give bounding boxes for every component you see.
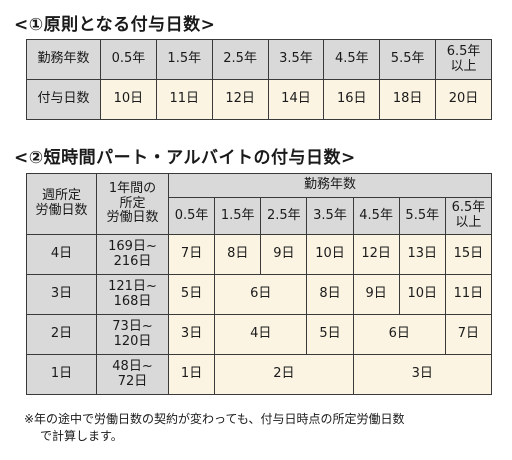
grant-cell: 3日 [167,314,216,355]
header-row-1: 週所定 労働日数 1年間の 所定 労働日数 勤務年数 [26,173,492,235]
col-header-years-group: 勤務年数 [168,173,492,198]
grant-cell: 10日 [398,274,446,315]
year-cell: 6.5年 以上 [444,197,493,235]
year-cell: 2.5年 [260,197,308,235]
footnote: ※年の途中で労働日数の契約が変わっても、付与日時点の所定労働日数 で計算します。 [24,411,498,445]
grant-cell: 8日 [306,274,354,315]
year-cell: 5.5年 [379,39,437,80]
table-row: 2日 73日~ 120日 3日 4日 5日 6日 7日 [26,314,493,355]
year-cell: 2.5年 [211,39,269,80]
grant-cell: 7日 [167,234,216,275]
row-header-days: 付与日数 [26,79,101,120]
annual-days-cell: 73日~ 120日 [96,314,169,355]
section1-heading: <①原則となる付与日数> [14,15,216,35]
year-cell: 5.5年 [398,197,446,235]
col-header-annual-days: 1年間の 所定 労働日数 [96,173,169,235]
base-grant-table: 勤務年数 0.5年 1.5年 2.5年 3.5年 4.5年 5.5年 6.5年以… [26,39,492,120]
days-cell: 10日 [100,79,157,120]
annual-days-cell: 48日~ 72日 [96,354,169,395]
grant-cell: 13日 [398,234,446,275]
year-cell: 0.5年 [167,197,216,235]
year-cell: 0.5年 [100,39,157,80]
year-cell: 3.5年 [267,39,325,80]
grant-cell: 15日 [444,234,493,275]
days-cell: 20日 [435,79,492,120]
annual-days-cell: 169日~ 216日 [96,234,169,275]
grant-cell: 8日 [214,234,262,275]
year-cell: 1.5年 [214,197,262,235]
grant-cell: 9日 [352,274,400,315]
footnote-line-1: ※年の途中で労働日数の契約が変わっても、付与日時点の所定労働日数 [24,412,405,426]
year-cell: 4.5年 [323,39,381,80]
days-row: 付与日数 10日 11日 12日 14日 16日 18日 20日 [26,79,492,120]
table-row: 1日 48日~ 72日 1日 2日 3日 [26,354,493,395]
year-cell: 6.5年 以上 [435,39,492,80]
part-time-grant-table: 週所定 労働日数 1年間の 所定 労働日数 勤務年数 0.5年 1.5年 2.5年 3… [26,173,493,395]
grant-cell: 10日 [306,234,354,275]
table-row: 4日 169日~ 216日 7日 8日 9日 10日 12日 13日 15日 [26,234,493,275]
days-cell: 11日 [155,79,213,120]
days-cell: 16日 [323,79,381,120]
grant-cell: 5日 [167,274,216,315]
section2-heading: <②短時間パート・アルバイトの付与日数> [14,148,356,168]
grant-cell: 9日 [260,234,308,275]
grant-cell: 2日 [214,354,354,395]
years-row: 勤務年数 0.5年 1.5年 2.5年 3.5年 4.5年 5.5年 6.5年以… [26,39,492,80]
weekly-days-cell: 1日 [26,354,97,395]
grant-cell: 5日 [306,314,354,355]
grant-cell: 6日 [214,274,308,315]
grant-cell: 12日 [352,234,400,275]
grant-cell: 1日 [167,354,216,395]
weekly-days-cell: 4日 [26,234,97,275]
grant-cell: 4日 [214,314,308,355]
year-cell: 1.5年 [155,39,213,80]
days-cell: 14日 [267,79,325,120]
weekly-days-cell: 2日 [26,314,97,355]
footnote-line-2: で計算します。 [40,429,123,443]
table-row: 3日 121日~ 168日 5日 6日 8日 9日 10日 11日 [26,274,493,315]
header-row-2: 0.5年 1.5年 2.5年 3.5年 4.5年 5.5年 6.5年 以上 [27,197,493,235]
year-cell: 3.5年 [306,197,354,235]
year-cell: 4.5年 [352,197,400,235]
grant-cell: 7日 [444,314,493,355]
grant-cell: 6日 [352,314,446,355]
row-header-years: 勤務年数 [26,39,101,80]
col-header-weekly-days: 週所定 労働日数 [26,173,97,235]
grant-cell: 11日 [444,274,493,315]
annual-days-cell: 121日~ 168日 [96,274,169,315]
days-cell: 12日 [211,79,269,120]
weekly-days-cell: 3日 [26,274,97,315]
grant-cell: 3日 [352,354,493,395]
days-cell: 18日 [379,79,437,120]
